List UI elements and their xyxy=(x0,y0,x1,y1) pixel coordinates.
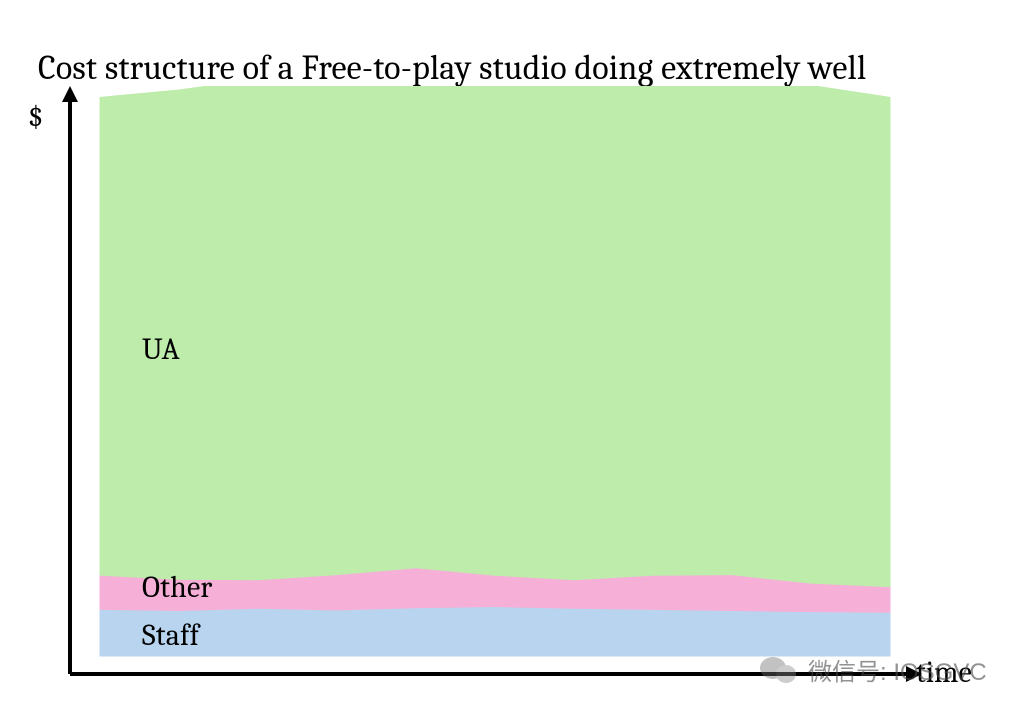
watermark: 微信号: IOSGVC xyxy=(760,652,987,687)
y-axis-arrow xyxy=(62,86,78,102)
series-label-staff: Staff xyxy=(142,618,199,653)
y-axis-label: $ xyxy=(28,100,43,135)
chart-page: { "chart": { "type": "area", "title": "C… xyxy=(0,0,1017,720)
area-ua xyxy=(100,86,890,656)
area-staff xyxy=(100,608,890,656)
watermark-text: 微信号: IOSGVC xyxy=(808,652,987,687)
series-label-other: Other xyxy=(142,570,212,605)
series-label-ua: UA xyxy=(142,332,180,367)
chart-title: Cost structure of a Free-to-play studio … xyxy=(38,48,866,88)
wechat-icon xyxy=(760,655,798,685)
